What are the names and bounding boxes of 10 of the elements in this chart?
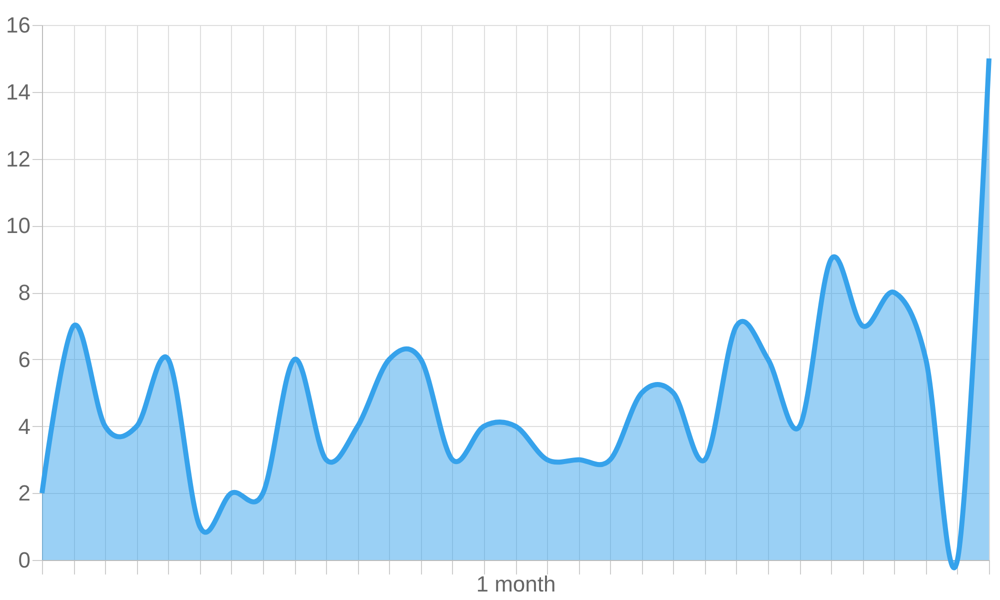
y-tick-label: 2 bbox=[18, 480, 30, 506]
y-tick-label: 12 bbox=[6, 146, 30, 172]
y-tick-label: 6 bbox=[18, 346, 30, 372]
y-tick-label: 0 bbox=[18, 548, 30, 572]
y-tick-label: 16 bbox=[6, 12, 30, 38]
x-tick-label: 1 month bbox=[476, 572, 556, 596]
y-tick-label: 8 bbox=[18, 280, 30, 305]
y-tick-label: 10 bbox=[6, 213, 30, 238]
y-tick-label: 14 bbox=[6, 79, 30, 104]
y-tick-label: 4 bbox=[18, 414, 30, 439]
